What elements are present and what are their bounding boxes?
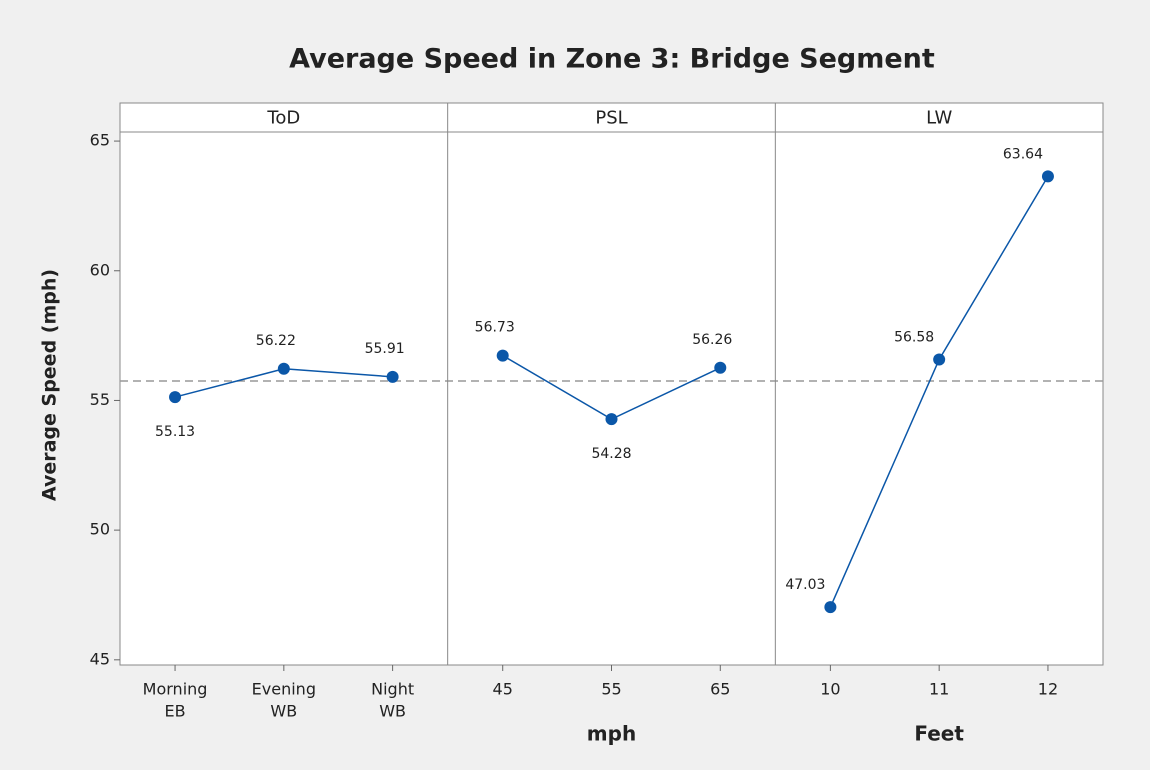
y-tick-label: 50 [90, 520, 110, 539]
x-axis-label: Feet [914, 722, 964, 746]
x-tick-label: 11 [929, 680, 949, 699]
x-tick-label: Night [371, 680, 414, 699]
x-axis-label: mph [587, 722, 636, 746]
data-label: 54.28 [591, 446, 631, 462]
marker [714, 361, 727, 374]
marker [1041, 170, 1054, 183]
y-tick-label: 60 [90, 260, 110, 279]
marker [277, 362, 290, 375]
x-tick-label: 45 [493, 680, 513, 699]
x-tick-label: 10 [820, 680, 840, 699]
data-label: 56.73 [475, 320, 515, 336]
data-label: 56.26 [692, 332, 732, 348]
panel-label: PSL [595, 108, 627, 129]
y-tick-label: 55 [90, 390, 110, 409]
marker [496, 349, 509, 362]
x-tick-label: 55 [601, 680, 621, 699]
x-tick-label: 65 [710, 680, 730, 699]
data-label: 56.22 [256, 333, 296, 349]
panel-label: LW [926, 108, 952, 129]
marker [824, 601, 837, 614]
x-tick-label: WB [379, 702, 406, 721]
data-label: 55.91 [365, 341, 405, 357]
marker [605, 413, 618, 426]
x-tick-label: WB [270, 702, 297, 721]
marker [386, 370, 399, 383]
marker [933, 353, 946, 366]
panel-label: ToD [266, 108, 300, 129]
plot-area [119, 102, 1104, 666]
marker [169, 391, 182, 404]
chart-title: Average Speed in Zone 3: Bridge Segment [289, 44, 935, 75]
x-tick-label: Morning [143, 680, 208, 699]
data-label: 47.03 [785, 577, 825, 593]
data-label: 55.13 [155, 424, 195, 440]
data-label: 63.64 [1003, 146, 1043, 162]
x-tick-label: EB [165, 702, 186, 721]
x-tick-label: 12 [1038, 680, 1058, 699]
y-axis-label: Average Speed (mph) [39, 269, 61, 501]
y-tick-label: 45 [90, 649, 110, 668]
y-tick-label: 65 [90, 131, 110, 150]
x-tick-label: Evening [252, 680, 316, 699]
data-label: 56.58 [894, 329, 934, 345]
